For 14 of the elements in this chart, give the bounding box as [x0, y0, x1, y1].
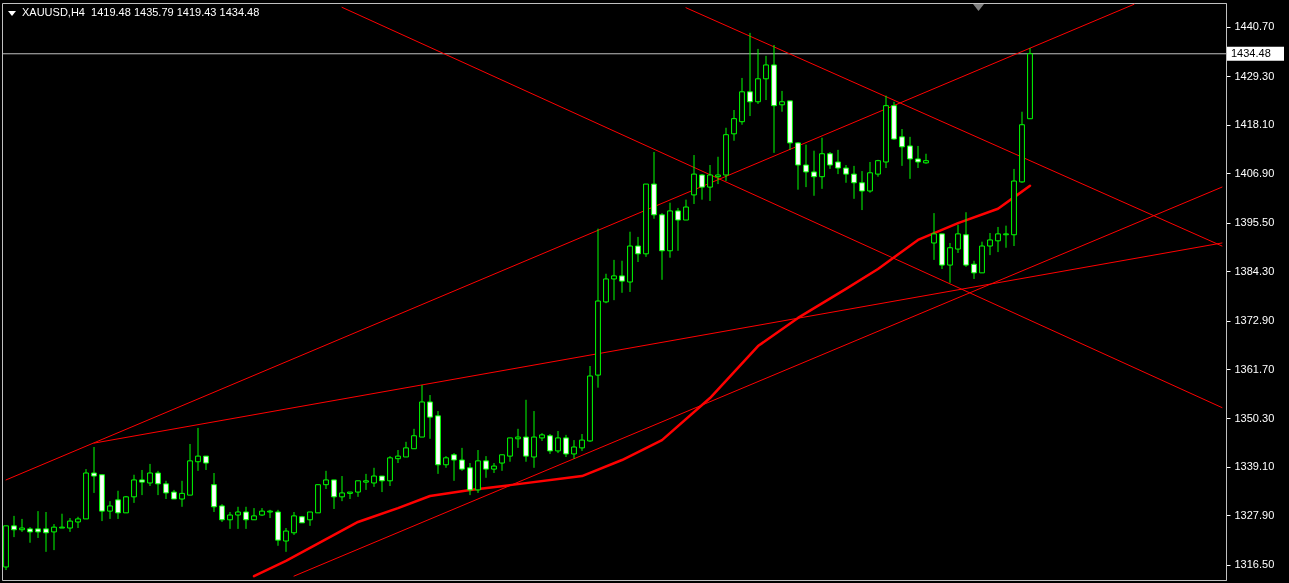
ref-line-label: 1434.48 — [1231, 46, 1271, 59]
y-tick-label: 1361.70 — [1234, 362, 1275, 375]
y-tick-label: 1372.90 — [1234, 314, 1275, 327]
chart-title: XAUUSD,H4 1419.48 1435.79 1419.43 1434.48 — [22, 6, 260, 18]
y-tick-label: 1395.50 — [1234, 216, 1275, 229]
y-tick-label: 1339.10 — [1234, 460, 1275, 473]
y-tick-label: 1406.90 — [1234, 166, 1275, 179]
y-tick-label: 1429.30 — [1234, 69, 1275, 82]
y-tick-label: 1418.10 — [1234, 118, 1275, 131]
y-tick-label: 1384.30 — [1234, 264, 1275, 277]
y-tick-label: 1440.70 — [1234, 20, 1275, 33]
y-tick-label: 1327.90 — [1234, 508, 1275, 521]
y-tick-label: 1316.50 — [1234, 558, 1275, 571]
y-tick-label: 1350.30 — [1234, 411, 1275, 424]
